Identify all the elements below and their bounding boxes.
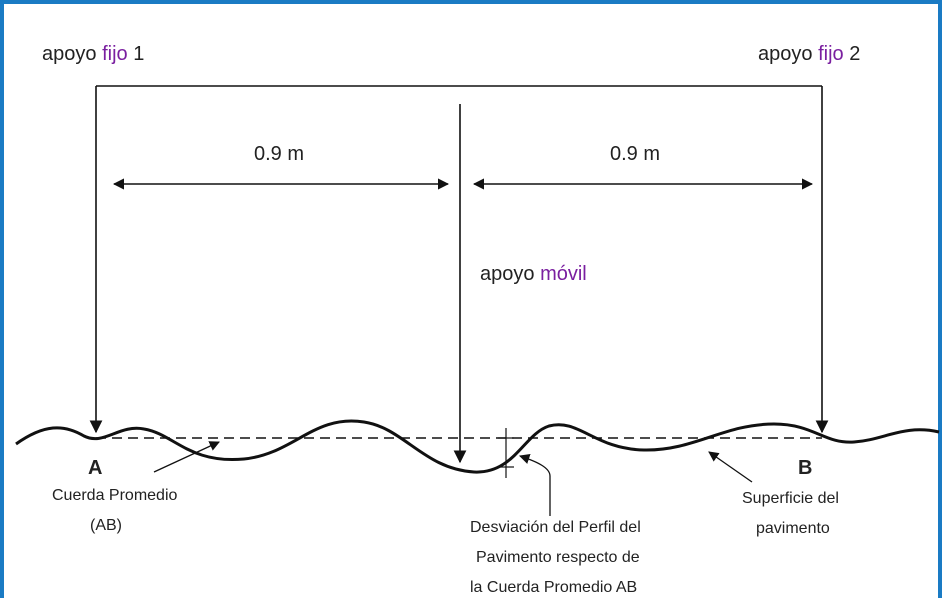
distance-left-label: 0.9 m xyxy=(254,143,304,165)
surface-label-line1: Superficie del xyxy=(742,490,839,507)
chord-label-line1: Cuerda Promedio xyxy=(52,487,178,504)
mobile-support-label: apoyo móvil xyxy=(480,263,587,285)
deviation-label-line2: Pavimento respecto de xyxy=(476,549,640,566)
point-b-label: B xyxy=(798,457,812,479)
deviation-label-line1: Desviación del Perfil del xyxy=(470,519,641,536)
fixed-support-1-label: apoyo fijo 1 xyxy=(42,43,144,65)
pavement-surface-curve xyxy=(15,419,940,474)
point-a-label: A xyxy=(88,457,102,479)
distance-right-label: 0.9 m xyxy=(610,143,660,165)
chord-label-line2: (AB) xyxy=(90,517,122,534)
fixed-support-2-label: apoyo fijo 2 xyxy=(758,43,860,65)
road-profile-diagram: apoyo fijo 1 apoyo fijo 2 apoyo móvil 0.… xyxy=(15,43,940,596)
surface-label-line2: pavimento xyxy=(756,520,830,537)
deviation-leader-arrow xyxy=(519,454,551,516)
surface-leader-arrow xyxy=(708,451,753,483)
deviation-label-line3: la Cuerda Promedio AB xyxy=(470,579,637,596)
chord-leader-arrow xyxy=(153,441,220,473)
